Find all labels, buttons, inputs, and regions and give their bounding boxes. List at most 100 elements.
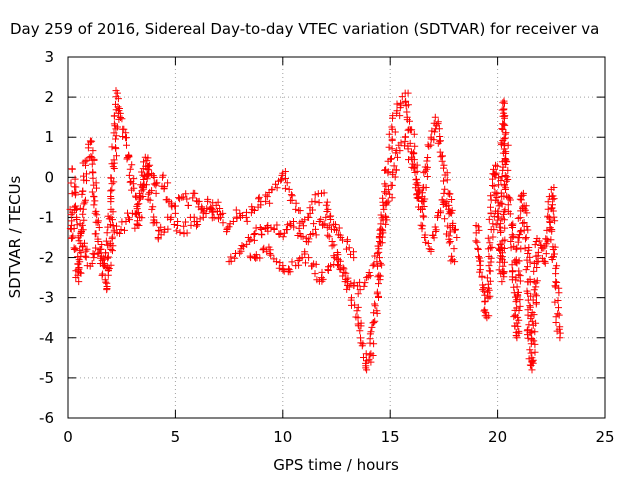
data-point xyxy=(155,227,163,235)
data-point xyxy=(108,180,116,188)
data-point xyxy=(490,226,498,234)
data-point xyxy=(485,262,493,270)
data-point xyxy=(76,258,84,266)
data-point xyxy=(477,257,485,265)
data-point xyxy=(438,157,446,165)
data-point xyxy=(544,205,552,213)
data-point xyxy=(114,95,122,103)
data-point xyxy=(448,252,456,260)
data-point xyxy=(75,278,83,286)
data-point xyxy=(343,285,351,293)
data-point xyxy=(345,244,353,252)
data-point xyxy=(203,205,211,213)
data-point xyxy=(363,366,371,374)
data-point xyxy=(549,207,557,215)
data-point xyxy=(309,230,317,237)
data-point xyxy=(548,226,556,233)
data-point xyxy=(516,195,524,203)
data-point xyxy=(497,199,505,207)
data-point xyxy=(101,276,109,284)
data-point xyxy=(312,231,320,239)
data-point xyxy=(414,186,422,194)
data-point xyxy=(146,196,154,204)
data-point xyxy=(436,148,444,156)
data-point xyxy=(528,354,536,362)
data-point xyxy=(522,234,530,241)
data-point xyxy=(549,253,557,261)
data-point xyxy=(315,199,323,207)
data-point xyxy=(107,205,115,213)
data-point xyxy=(550,195,558,203)
data-point xyxy=(495,266,503,274)
data-point xyxy=(474,246,482,253)
data-point xyxy=(376,259,384,267)
data-point xyxy=(263,193,271,201)
data-point xyxy=(330,261,338,268)
data-point xyxy=(375,280,382,288)
data-point xyxy=(90,250,98,258)
data-point xyxy=(449,256,457,264)
data-point xyxy=(434,213,441,221)
data-point xyxy=(360,282,368,290)
data-point xyxy=(238,212,246,219)
data-point xyxy=(496,223,504,231)
data-point xyxy=(123,141,130,149)
data-point xyxy=(92,230,100,238)
data-point xyxy=(103,229,111,237)
data-point xyxy=(500,269,508,277)
axis-ticks: 0 5 10 15 20 25 -6 -5 -4 -3 -2 -1 0 1 2 3 xyxy=(39,48,615,446)
data-point xyxy=(282,226,290,234)
data-point xyxy=(255,193,263,201)
y-tick-label: -4 xyxy=(39,329,54,347)
data-point xyxy=(95,224,103,231)
data-point xyxy=(300,222,307,230)
data-point xyxy=(410,130,418,138)
data-point xyxy=(489,182,496,189)
data-point xyxy=(497,240,505,248)
data-point xyxy=(392,166,400,174)
data-point xyxy=(410,164,418,172)
data-point xyxy=(420,183,428,191)
data-point xyxy=(441,199,449,207)
data-point xyxy=(548,204,556,212)
data-point xyxy=(126,216,133,224)
data-point xyxy=(369,319,377,327)
data-point xyxy=(496,220,504,228)
data-point xyxy=(483,274,491,282)
data-point xyxy=(122,134,130,142)
data-point xyxy=(509,267,517,275)
data-point xyxy=(427,141,435,149)
data-point xyxy=(393,100,401,108)
data-point xyxy=(438,196,446,204)
data-point xyxy=(92,207,100,215)
data-point xyxy=(363,274,371,282)
data-point xyxy=(555,304,562,312)
data-point xyxy=(388,136,396,144)
data-point xyxy=(441,171,449,179)
data-point xyxy=(81,198,89,206)
x-tick-label: 25 xyxy=(595,428,614,446)
x-axis-label: GPS time / hours xyxy=(273,456,399,474)
data-point xyxy=(379,194,387,202)
data-point xyxy=(551,298,559,306)
data-point xyxy=(139,184,146,192)
plot-frame xyxy=(67,56,606,419)
data-point xyxy=(387,155,395,163)
data-point xyxy=(396,112,404,120)
data-point xyxy=(450,226,458,234)
data-point xyxy=(88,188,96,196)
data-point xyxy=(495,213,503,221)
data-point xyxy=(143,175,151,183)
data-point xyxy=(504,176,512,183)
data-point xyxy=(238,242,246,249)
data-point xyxy=(335,224,343,232)
data-point xyxy=(553,262,561,270)
data-point xyxy=(113,89,121,97)
data-point xyxy=(184,202,192,209)
data-point xyxy=(516,231,523,239)
data-point xyxy=(183,195,191,203)
data-point xyxy=(501,121,509,129)
data-point xyxy=(517,245,525,253)
data-point xyxy=(273,184,281,192)
data-point xyxy=(385,143,393,151)
